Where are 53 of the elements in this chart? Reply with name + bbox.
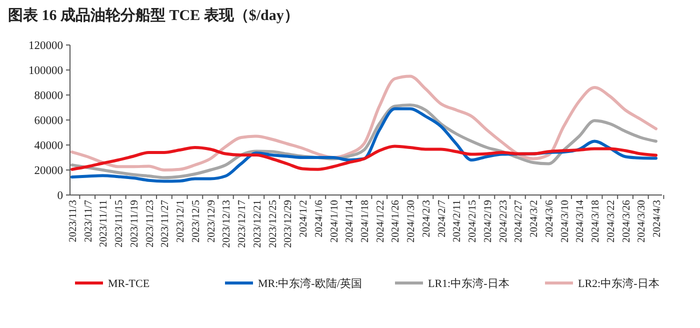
x-tick-label: 2024/3/6 bbox=[544, 200, 556, 238]
y-tick-label: 80000 bbox=[34, 90, 64, 102]
x-tick-label: 2023/12/9 bbox=[206, 200, 218, 243]
legend-label: MR-TCE bbox=[108, 278, 150, 290]
x-tick-label: 2024/2/27 bbox=[514, 200, 525, 243]
x-tick-label: 2024/2/7 bbox=[436, 200, 448, 238]
y-tick-label: 120000 bbox=[28, 40, 64, 52]
x-tick-label: 2023/12/5 bbox=[190, 200, 202, 243]
y-tick-label: 20000 bbox=[34, 165, 64, 178]
line-series bbox=[70, 144, 658, 171]
x-tick-label: 2023/12/21 bbox=[252, 200, 264, 248]
x-tick-label: 2024/1/18 bbox=[360, 200, 371, 243]
x-tick-label: 2024/2/11 bbox=[452, 200, 464, 242]
chart-title: 图表 16 成品油轮分船型 TCE 表现（$/day） bbox=[8, 7, 299, 24]
legend-label: LR2:中东湾-日本 bbox=[578, 276, 660, 290]
x-tick-label: 2023/11/3 bbox=[68, 200, 79, 242]
x-tick-label: 2023/12/1 bbox=[176, 200, 187, 243]
x-tick-label: 2024/1/10 bbox=[329, 200, 340, 243]
x-tick-label: 2023/11/23 bbox=[144, 200, 156, 248]
legend-label: LR1:中东湾-日本 bbox=[428, 276, 510, 290]
x-tick-label: 2023/12/29 bbox=[283, 200, 294, 248]
x-tick-label: 2024/3/14 bbox=[575, 199, 586, 243]
x-tick-label: 2023/11/11 bbox=[98, 200, 110, 248]
x-tick-label: 2024/3/26 bbox=[621, 200, 632, 243]
legend-label: MR:中东湾-欧陆/英国 bbox=[258, 276, 362, 290]
x-tick-label: 2023/11/7 bbox=[83, 200, 94, 242]
x-tick-label: 2024/3/22 bbox=[606, 200, 617, 243]
x-tick-label: 2024/2/3 bbox=[421, 200, 432, 238]
y-tick-label: 60000 bbox=[34, 115, 64, 128]
x-tick-label: 2023/11/19 bbox=[129, 200, 140, 248]
x-tick-label: 2024/3/30 bbox=[636, 200, 648, 243]
x-tick-label: 2024/1/14 bbox=[344, 199, 356, 243]
x-tick-label: 2023/12/13 bbox=[222, 200, 233, 248]
x-tick-label: 2023/12/17 bbox=[237, 200, 248, 248]
x-tick-label: 2024/1/30 bbox=[406, 200, 418, 243]
x-tick-label: 2023/11/15 bbox=[114, 200, 126, 248]
x-tick-label: 2024/3/2 bbox=[529, 200, 540, 238]
x-tick-label: 2024/2/15 bbox=[468, 200, 479, 243]
line-series bbox=[70, 74, 658, 172]
x-tick-label: 2023/11/27 bbox=[160, 200, 172, 248]
y-tick-label: 40000 bbox=[34, 140, 64, 152]
x-tick-label: 2024/1/22 bbox=[375, 200, 386, 243]
x-tick-label: 2024/4/3 bbox=[652, 200, 663, 238]
x-tick-label: 2024/1/2 bbox=[298, 200, 310, 238]
x-tick-label: 2024/2/19 bbox=[482, 200, 494, 243]
y-tick-label: 0 bbox=[57, 190, 64, 202]
x-tick-label: 2024/3/10 bbox=[560, 200, 571, 243]
x-tick-label: 2023/12/25 bbox=[268, 200, 279, 248]
y-tick-label: 100000 bbox=[28, 65, 64, 78]
x-tick-label: 2024/1/26 bbox=[390, 200, 402, 243]
x-tick-label: 2024/1/6 bbox=[314, 200, 325, 238]
x-tick-label: 2024/2/23 bbox=[498, 200, 510, 243]
x-tick-label: 2024/3/18 bbox=[590, 200, 602, 243]
